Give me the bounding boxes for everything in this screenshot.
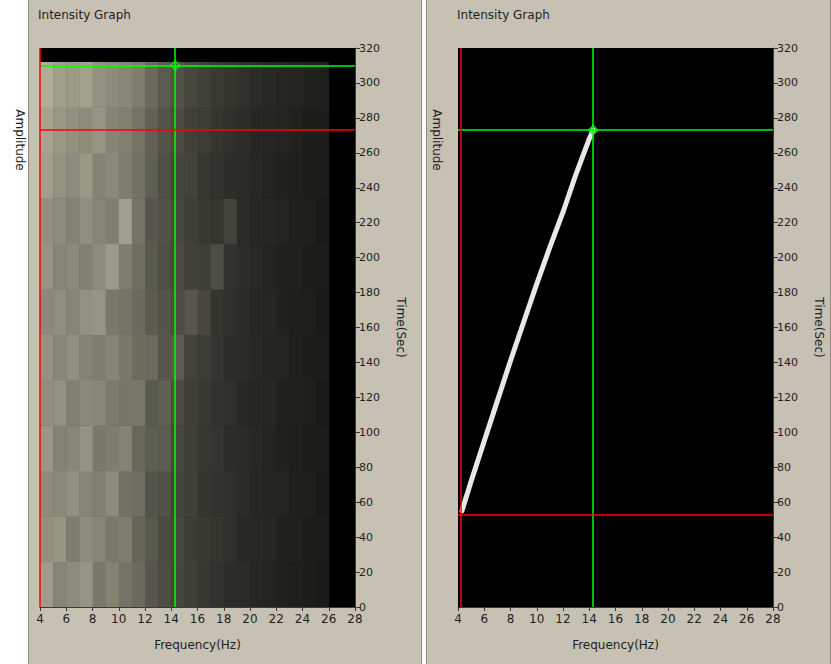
svg-text:320: 320 <box>359 42 380 55</box>
svg-text:100: 100 <box>359 426 380 439</box>
svg-text:Amplitude: Amplitude <box>430 109 444 171</box>
svg-text:28: 28 <box>347 612 362 626</box>
svg-text:20: 20 <box>777 566 791 579</box>
svg-text:260: 260 <box>359 146 380 159</box>
svg-text:280: 280 <box>359 111 380 124</box>
svg-text:220: 220 <box>777 216 798 229</box>
svg-text:300: 300 <box>777 76 798 89</box>
svg-text:60: 60 <box>777 496 791 509</box>
svg-text:4: 4 <box>36 612 44 626</box>
svg-text:160: 160 <box>359 321 380 334</box>
svg-text:200: 200 <box>777 251 798 264</box>
svg-text:240: 240 <box>777 181 798 194</box>
svg-text:60: 60 <box>359 496 373 509</box>
svg-text:40: 40 <box>359 531 373 544</box>
svg-text:180: 180 <box>777 286 798 299</box>
svg-text:240: 240 <box>359 181 380 194</box>
svg-text:20: 20 <box>242 612 257 626</box>
svg-text:26: 26 <box>739 612 754 626</box>
svg-text:16: 16 <box>608 612 623 626</box>
svg-text:4: 4 <box>454 612 462 626</box>
svg-text:0: 0 <box>359 600 366 614</box>
svg-text:120: 120 <box>777 391 798 404</box>
svg-text:Frequency(Hz): Frequency(Hz) <box>572 638 659 652</box>
svg-text:100: 100 <box>777 426 798 439</box>
svg-text:Time(Sec): Time(Sec) <box>812 296 826 357</box>
svg-text:8: 8 <box>89 612 97 626</box>
svg-text:16: 16 <box>190 612 205 626</box>
svg-text:10: 10 <box>111 612 126 626</box>
svg-text:12: 12 <box>137 612 152 626</box>
svg-text:160: 160 <box>777 321 798 334</box>
svg-text:Intensity Graph: Intensity Graph <box>38 8 131 22</box>
svg-text:14: 14 <box>164 612 179 626</box>
svg-text:260: 260 <box>777 146 798 159</box>
svg-text:6: 6 <box>62 612 70 626</box>
svg-text:24: 24 <box>713 612 728 626</box>
svg-text:220: 220 <box>359 216 380 229</box>
svg-text:140: 140 <box>777 356 798 369</box>
svg-text:6: 6 <box>480 612 488 626</box>
svg-text:320: 320 <box>777 42 798 55</box>
svg-text:120: 120 <box>359 391 380 404</box>
svg-text:80: 80 <box>777 461 791 474</box>
svg-text:8: 8 <box>507 612 515 626</box>
svg-text:200: 200 <box>359 251 380 264</box>
svg-text:20: 20 <box>359 566 373 579</box>
svg-text:24: 24 <box>295 612 310 626</box>
svg-text:Frequency(Hz): Frequency(Hz) <box>154 638 241 652</box>
svg-text:280: 280 <box>777 111 798 124</box>
svg-text:140: 140 <box>359 356 380 369</box>
svg-text:Amplitude: Amplitude <box>13 109 27 171</box>
svg-text:180: 180 <box>359 286 380 299</box>
svg-text:20: 20 <box>660 612 675 626</box>
svg-text:Intensity Graph: Intensity Graph <box>457 8 550 22</box>
svg-text:40: 40 <box>777 531 791 544</box>
svg-text:0: 0 <box>777 600 784 614</box>
svg-text:22: 22 <box>687 612 702 626</box>
svg-text:18: 18 <box>634 612 649 626</box>
svg-text:12: 12 <box>555 612 570 626</box>
svg-text:Time(Sec): Time(Sec) <box>394 296 408 357</box>
svg-text:28: 28 <box>765 612 780 626</box>
svg-text:26: 26 <box>321 612 336 626</box>
svg-text:22: 22 <box>269 612 284 626</box>
svg-text:14: 14 <box>582 612 597 626</box>
svg-text:300: 300 <box>359 76 380 89</box>
svg-text:18: 18 <box>216 612 231 626</box>
svg-text:10: 10 <box>529 612 544 626</box>
svg-text:80: 80 <box>359 461 373 474</box>
